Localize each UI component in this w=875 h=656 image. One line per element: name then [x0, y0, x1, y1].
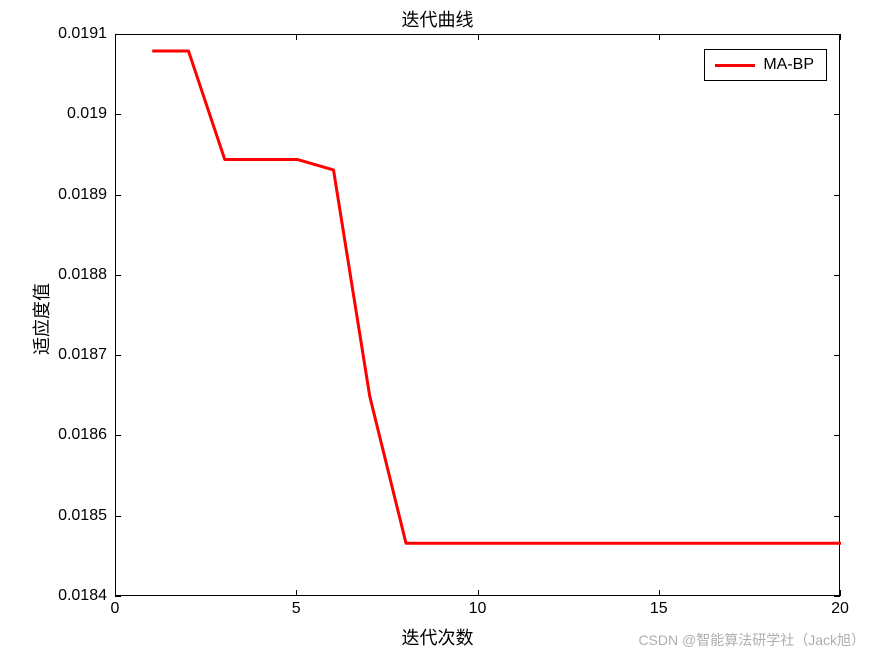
y-tick-mark: [115, 596, 121, 597]
x-tick-mark: [840, 590, 841, 596]
y-tick-mark: [115, 275, 121, 276]
y-tick-label: 0.0184: [45, 587, 107, 605]
x-tick-label: 15: [650, 600, 668, 618]
chart-title: 迭代曲线: [0, 6, 875, 32]
watermark-text: CSDN @智能算法研学社（Jack旭）: [638, 630, 865, 650]
y-tick-mark: [834, 195, 840, 196]
series-svg: [116, 35, 841, 597]
y-tick-mark: [834, 275, 840, 276]
y-tick-label: 0.0185: [45, 507, 107, 525]
y-tick-mark: [834, 355, 840, 356]
x-tick-mark: [659, 34, 660, 40]
y-tick-mark: [834, 516, 840, 517]
x-tick-label: 5: [292, 600, 301, 618]
series-line-ma-bp: [152, 51, 841, 543]
x-tick-mark: [840, 34, 841, 40]
y-tick-label: 0.0189: [45, 186, 107, 204]
y-tick-mark: [834, 596, 840, 597]
y-tick-mark: [115, 114, 121, 115]
legend-box: MA-BP: [704, 49, 827, 81]
x-tick-label: 0: [111, 600, 120, 618]
y-tick-mark: [115, 195, 121, 196]
x-tick-mark: [478, 34, 479, 40]
y-tick-mark: [115, 355, 121, 356]
y-tick-label: 0.0186: [45, 426, 107, 444]
y-tick-mark: [834, 114, 840, 115]
y-tick-label: 0.0187: [45, 346, 107, 364]
legend-item-label: MA-BP: [763, 56, 814, 74]
y-tick-label: 0.0188: [45, 266, 107, 284]
x-tick-label: 20: [831, 600, 849, 618]
plot-area: MA-BP: [115, 34, 840, 596]
y-tick-mark: [834, 435, 840, 436]
x-tick-mark: [478, 590, 479, 596]
x-tick-mark: [296, 590, 297, 596]
y-tick-label: 0.019: [45, 105, 107, 123]
y-tick-mark: [834, 34, 840, 35]
chart-container: 迭代曲线 MA-BP 迭代次数 适应度值 CSDN @智能算法研学社（Jack旭…: [0, 0, 875, 656]
x-tick-label: 10: [469, 600, 487, 618]
legend-line-sample: [715, 64, 755, 67]
y-tick-mark: [115, 516, 121, 517]
y-tick-mark: [115, 435, 121, 436]
x-tick-mark: [659, 590, 660, 596]
x-tick-mark: [296, 34, 297, 40]
y-axis-label: 适应度值: [28, 283, 54, 355]
y-tick-mark: [115, 34, 121, 35]
y-tick-label: 0.0191: [45, 25, 107, 43]
